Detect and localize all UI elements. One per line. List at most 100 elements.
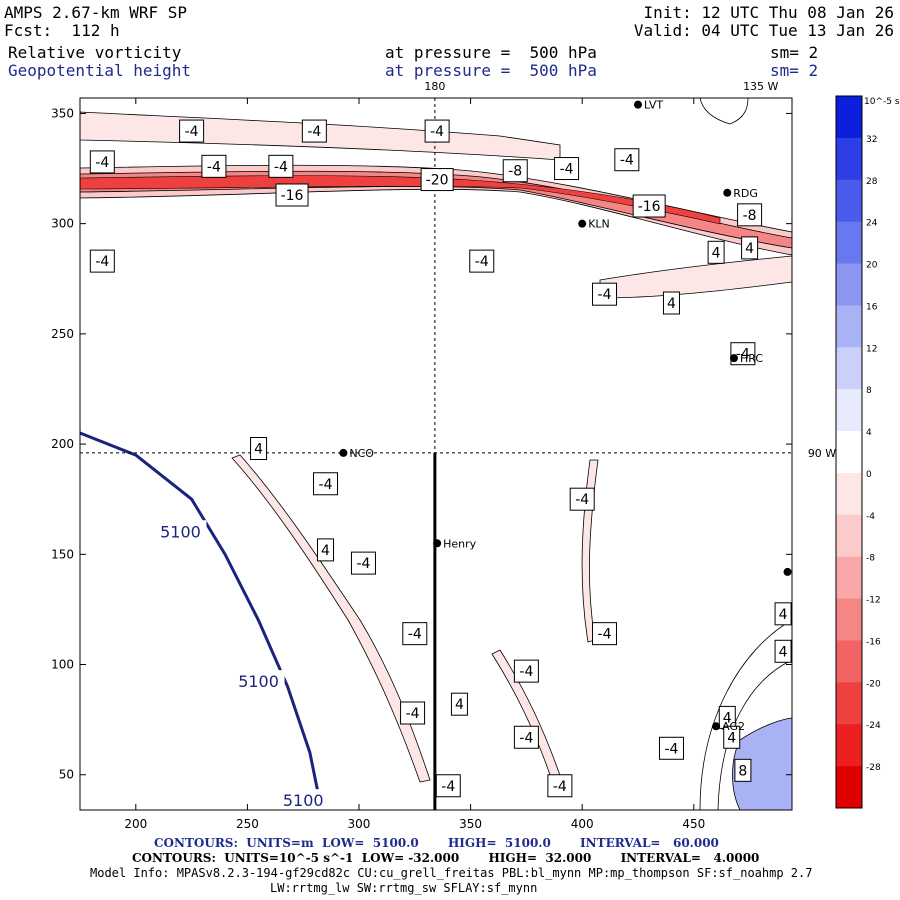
vorticity-label: -4: [408, 627, 422, 643]
vorticity-label: -16: [281, 188, 304, 204]
height-labels: 5100 5100 5100: [154, 520, 330, 810]
vorticity-label-box: [420, 168, 454, 192]
vorticity-label-box: [317, 538, 335, 562]
init-time: Init: 12 UTC Thu 08 Jan 26: [643, 3, 894, 22]
grid-labels: 180 135 W 90 W: [424, 80, 836, 460]
vorticity-label: -4: [575, 492, 589, 508]
vorticity-label-box: [554, 157, 580, 181]
colorbar-tick-label: 16: [866, 302, 878, 312]
colorbar-tick-label: 20: [866, 261, 878, 271]
vorticity-label-box: [313, 472, 339, 496]
vorticity-label: -4: [274, 159, 288, 175]
grid-label: 135 W: [743, 80, 778, 93]
vorticity-label: -4: [553, 779, 567, 795]
forecast-hour: Fcst: 112 h: [4, 21, 120, 40]
colorbar-swatch: [836, 263, 862, 306]
colorbar-tick-label: 4: [866, 428, 872, 438]
y-tick-label: 100: [51, 658, 74, 672]
vorticity-label: -4: [664, 741, 678, 757]
field2-smoothing: sm= 2: [770, 61, 819, 80]
height-label-bg: [154, 520, 207, 541]
station-label: Henry: [443, 537, 477, 550]
vorticity-label-box: [201, 154, 227, 178]
station-label: LVT: [644, 99, 663, 112]
valid-time: Valid: 04 UTC Tue 13 Jan 26: [633, 21, 894, 40]
height-label: 5100: [238, 672, 279, 691]
vorticity-label: -8: [743, 208, 757, 224]
vorticity-label: -4: [519, 664, 533, 680]
station-marker: [633, 100, 642, 109]
colorbar-tick-label: -8: [866, 554, 875, 564]
colorbar-tick-label: -4: [866, 512, 875, 522]
vorticity-label-box: [662, 291, 680, 315]
x-tick-label: 450: [682, 817, 705, 831]
y-axis-ticks: 50 100 150 200 250 300 350: [51, 106, 792, 782]
colorbar-swatch: [836, 472, 862, 516]
vorticity-streak-ncw: [231, 454, 431, 783]
footer-vorticity-contours: CONTOURS: UNITS=10^-5 s^-1 LOW= -32.000 …: [132, 851, 760, 865]
footer-height-contours: CONTOURS: UNITS=m LOW= 5100.0 HIGH= 5100…: [154, 836, 719, 850]
stations: NCO Henry KLN RDG HRC AG2 LVT: [339, 99, 792, 733]
vorticity-label: -4: [475, 254, 489, 270]
colorbar-tick-label: 8: [866, 386, 872, 396]
colorbar-swatch: [836, 724, 862, 767]
plot-frame: [79, 97, 793, 811]
vorticity-label-box: [502, 159, 528, 183]
vorticity-label-box: [569, 487, 595, 511]
vorticity-label-box: [275, 183, 309, 207]
height-label-bg: [232, 670, 285, 691]
vorticity-label: -4: [185, 124, 199, 140]
colorbar-tick-label: -16: [866, 637, 881, 647]
colorbar-frame: [835, 95, 863, 809]
y-tick-label: 50: [59, 768, 74, 782]
vorticity-label-box: [89, 150, 115, 174]
height-contour-5100: [80, 431, 323, 809]
y-tick-label: 150: [51, 547, 74, 561]
field1-smoothing: sm= 2: [770, 43, 819, 62]
station-marker: [729, 354, 738, 363]
colorbar-tick-label: -20: [866, 679, 881, 689]
vorticity-label: -4: [560, 162, 574, 178]
vorticity-label: -4: [430, 124, 444, 140]
vorticity-label-box: [250, 436, 268, 460]
colorbar-swatch: [836, 514, 862, 558]
vorticity-label-box: [513, 725, 539, 749]
vorticity-label-box: [400, 701, 426, 725]
station-label: NCO: [349, 447, 374, 460]
vorticity-positive-contour-nw: [699, 98, 749, 125]
vorticity-label-box: [469, 249, 495, 273]
vorticity-label-box: [592, 622, 618, 646]
vorticity-label-box: [450, 692, 468, 716]
x-axis-ticks: 200 250 300 350 400 450: [124, 98, 705, 831]
vorticity-label: -4: [95, 155, 109, 171]
vorticity-label-box: [614, 148, 640, 172]
y-tick-label: 350: [51, 106, 74, 120]
station-marker: [783, 567, 792, 576]
footer-model-physics: LW:rrtmg_lw SW:rrtmg_sw SFLAY:sf_mynn: [270, 881, 538, 895]
x-tick-label: 400: [571, 817, 594, 831]
colorbar: 10^-5 s^-1 32 28 24 20 16 12 8 4 0 -4 -8 -12 -16 -20 -2…: [835, 95, 900, 809]
vorticity-label-box: [737, 203, 763, 227]
colorbar-tick-label: 28: [866, 177, 878, 187]
vorticity-label-box: [734, 758, 752, 782]
colorbar-swatch: [836, 179, 862, 223]
vorticity-positive-se: [732, 717, 792, 810]
vorticity-label: -8: [508, 164, 522, 180]
vorticity-label-box: [774, 602, 792, 626]
vorticity-label: 4: [455, 697, 464, 713]
vorticity-label: -4: [95, 254, 109, 270]
station-label: KLN: [588, 218, 610, 231]
height-label: 5100: [283, 791, 324, 810]
height-label-bg: [277, 789, 330, 810]
colorbar-swatch: [836, 137, 862, 181]
vorticity-label: -4: [441, 779, 455, 795]
vorticity-label: 4: [254, 441, 263, 457]
vorticity-label: -16: [638, 199, 661, 215]
vorticity-labels: -4 -4 -4 -4 -4 -4 -20 -16 -16 -8 -8 -4 -4 -4 -4 -4 4 4 4 -4…: [89, 119, 792, 798]
vorticity-jet-core: [80, 175, 721, 225]
height-label: 5100: [160, 522, 201, 541]
vorticity-label: -20: [426, 173, 449, 189]
vorticity-label: 4: [723, 710, 732, 726]
vorticity-label-box: [89, 249, 115, 273]
y-tick-label: 250: [51, 327, 74, 341]
